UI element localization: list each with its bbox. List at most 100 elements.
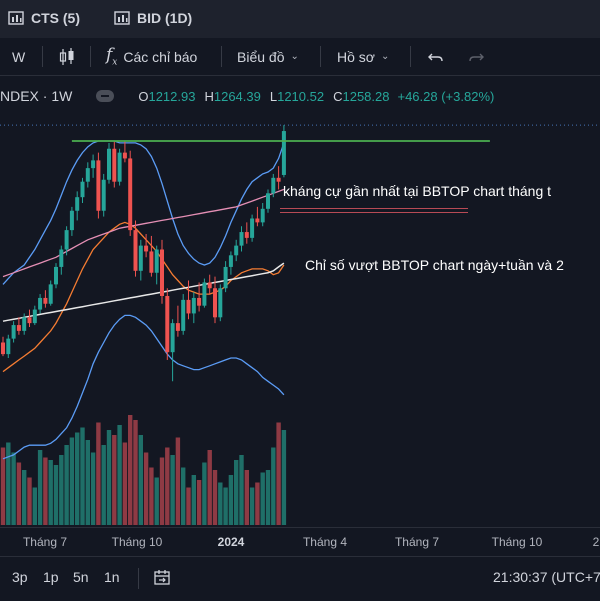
candle-body (266, 193, 270, 209)
candle-body (165, 296, 170, 353)
chart-tab-icon (114, 11, 130, 25)
redo-button[interactable] (468, 38, 484, 75)
breakout-note[interactable]: Chỉ số vượt BBTOP chart ngày+tuần và 2 (305, 257, 564, 273)
calendar-range-icon[interactable] (153, 569, 171, 587)
candle-body (234, 245, 239, 256)
candle-body (69, 210, 74, 231)
indicators-button[interactable]: fx Các chỉ báo (106, 38, 197, 75)
candle-body (271, 177, 276, 194)
undo-icon (428, 53, 443, 61)
toolbar-divider (221, 46, 222, 67)
volume-bar (265, 470, 271, 525)
candle-body (54, 266, 58, 285)
bollinger-lower-line (2, 314, 285, 460)
high-value: 1264.39 (213, 88, 261, 104)
candle-body (170, 323, 175, 353)
volume-bar (281, 430, 287, 525)
symbol-label[interactable]: NDEX · 1W (0, 88, 73, 104)
candle-body (202, 282, 207, 306)
volume-bar (6, 442, 11, 525)
candle-body (96, 160, 101, 211)
candle-body (181, 299, 186, 331)
volume-bar (90, 452, 96, 525)
candle-body (239, 232, 244, 246)
range-3p-button[interactable]: 3p (12, 569, 28, 585)
volume-bar (53, 465, 59, 525)
volume-bar (59, 455, 64, 525)
volume-bar (228, 475, 234, 525)
volume-bar (159, 457, 165, 525)
chart-type-dropdown[interactable]: Biểu đồ ⌄ (237, 38, 299, 75)
open-label: O (138, 88, 149, 104)
volume-bar (202, 462, 207, 525)
volume-bar (276, 422, 281, 525)
candle-body (48, 284, 53, 304)
candle-body (255, 218, 260, 223)
time-axis-label: Tháng 7 (22, 535, 68, 549)
moving-average-line (2, 262, 285, 322)
candle-body (112, 148, 117, 182)
time-axis[interactable]: Tháng 7 Tháng 10 2024 Tháng 4 Tháng 7 Th… (0, 527, 600, 556)
volume-bar (64, 445, 69, 525)
chart-style-button[interactable] (58, 38, 76, 75)
candle-body (64, 230, 69, 250)
close-value: 1258.28 (342, 88, 390, 104)
moving-average-line (2, 188, 285, 278)
price-chart[interactable] (0, 110, 600, 527)
chevron-down-icon: ⌄ (380, 51, 390, 62)
volume-bar (138, 435, 143, 525)
ohlc-legend: NDEX · 1W O 1212.93 H 1264.39 L 1210.52 C 12… (0, 86, 494, 106)
volume-bar (27, 477, 32, 525)
volume-bar (112, 435, 117, 525)
interval-button[interactable]: W (12, 38, 25, 75)
range-1p-button[interactable]: 1p (43, 569, 59, 585)
volume-bar (16, 462, 22, 525)
candle-body (101, 179, 106, 211)
candle-body (133, 230, 138, 271)
time-axis-label: Tháng 10 (491, 535, 543, 549)
volume-bar (69, 437, 75, 525)
range-5n-button[interactable]: 5n (73, 569, 89, 585)
candle-body (91, 160, 96, 169)
candle-body (107, 148, 111, 180)
volume-bar (122, 442, 128, 525)
tab-cts[interactable]: CTS (5) (8, 10, 80, 26)
candle-body (149, 251, 154, 273)
hide-series-icon[interactable] (96, 90, 115, 102)
profile-dropdown[interactable]: Hồ sơ ⌄ (337, 38, 389, 75)
range-1n-button[interactable]: 1n (104, 569, 120, 585)
resistance-note[interactable]: kháng cự gần nhất tại BBTOP chart tháng … (283, 183, 552, 199)
undo-button[interactable] (428, 38, 444, 75)
volume-bar (239, 455, 244, 525)
candle-body (213, 288, 217, 318)
clock-timezone[interactable]: 21:30:37 (UTC+7 (493, 569, 600, 585)
fx-icon: fx (106, 45, 118, 68)
annotation-underline (280, 208, 468, 213)
low-value: 1210.52 (277, 88, 325, 104)
bollinger-middle-line (2, 221, 285, 373)
toolbar-divider (42, 46, 43, 67)
chart-tab-icon (8, 11, 24, 25)
toolbar-divider (90, 46, 91, 67)
candle-body (6, 338, 11, 355)
volume-bar (271, 447, 276, 525)
tab-bid[interactable]: BID (1D) (114, 10, 192, 26)
candle-body (128, 158, 133, 231)
chevron-down-icon: ⌄ (290, 51, 299, 62)
candle-body (117, 152, 122, 182)
time-axis-label: Tháng 7 (394, 535, 440, 549)
indicators-label: Các chỉ báo (123, 48, 198, 65)
candle-body (281, 131, 286, 175)
toolbar-divider (410, 46, 411, 67)
volume-bar (149, 467, 154, 525)
candle-body (228, 255, 233, 267)
volume-bar (48, 460, 53, 525)
chart-type-label: Biểu đồ (237, 48, 285, 65)
volume-bar (181, 467, 186, 525)
volume-bar (96, 422, 101, 525)
volume-bar (212, 470, 218, 525)
candle-body (175, 323, 180, 331)
profile-label: Hồ sơ (337, 48, 375, 65)
candle-body (16, 325, 21, 331)
volume-bar (249, 487, 255, 525)
